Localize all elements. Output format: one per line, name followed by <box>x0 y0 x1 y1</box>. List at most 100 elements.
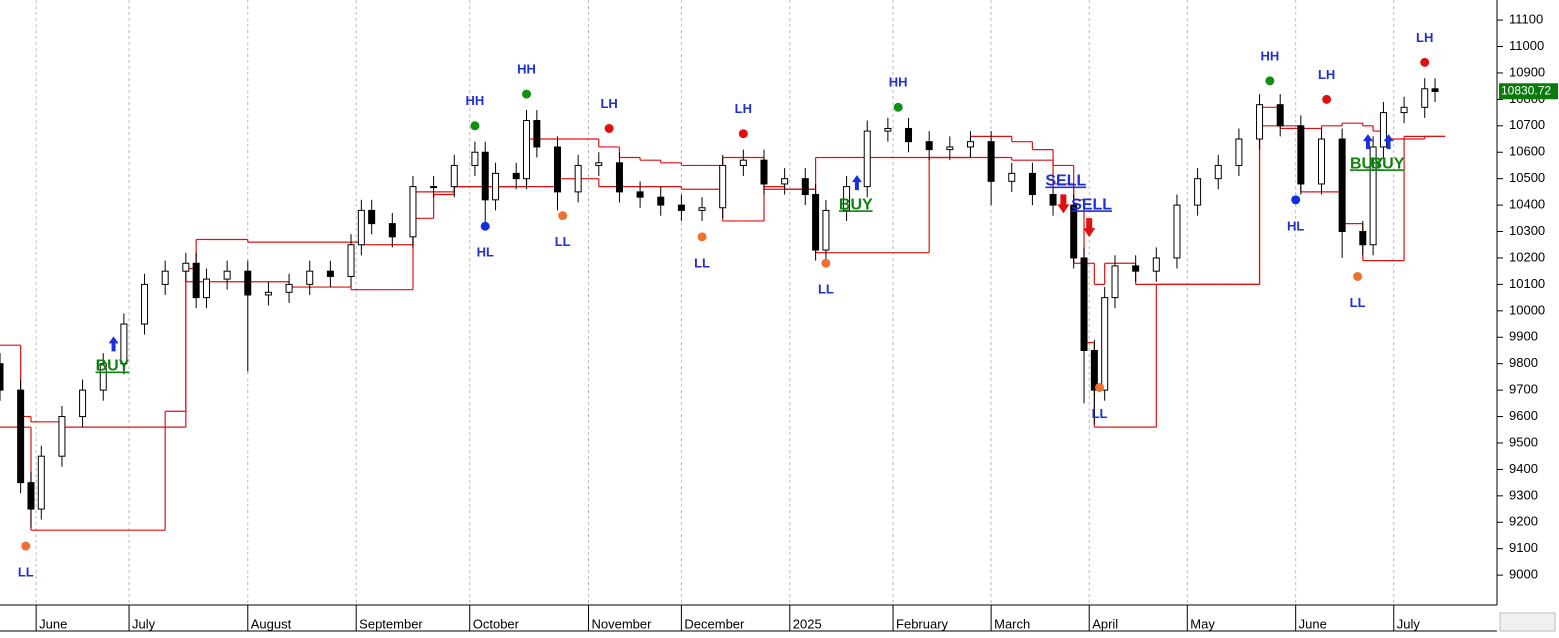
candle-body <box>946 146 954 151</box>
y-tick-label: 9900 <box>1509 329 1538 344</box>
candle-body <box>1152 257 1160 272</box>
signal-dot <box>1095 382 1105 392</box>
trade-label: SELL <box>1045 173 1086 190</box>
y-tick-label: 9500 <box>1509 434 1538 449</box>
x-tick-label: April <box>1092 616 1118 631</box>
signal-label: LL <box>18 564 34 579</box>
candle-body <box>481 151 489 201</box>
signal-dot <box>604 123 614 133</box>
y-tick-label: 9100 <box>1509 540 1538 555</box>
y-tick-label: 10500 <box>1509 170 1545 185</box>
candle-body <box>192 262 200 299</box>
candle-body <box>1421 88 1429 108</box>
candle-body <box>574 164 582 193</box>
candle-body <box>430 186 438 189</box>
candle-body <box>1431 88 1439 92</box>
signal-dot <box>1353 271 1363 281</box>
x-tick-label: December <box>684 616 745 631</box>
candle-body <box>347 244 355 277</box>
x-tick-label: October <box>473 616 520 631</box>
candle-body <box>636 191 644 198</box>
candle-body <box>285 283 293 293</box>
candle-body <box>1049 194 1057 206</box>
candle-body <box>1008 172 1016 182</box>
candle-body <box>760 159 768 185</box>
candle-body <box>58 416 66 457</box>
candle-body <box>471 151 479 166</box>
signal-label: HL <box>477 245 494 260</box>
signal-dot <box>1420 57 1430 67</box>
candle-body <box>1317 138 1325 185</box>
signal-dot <box>21 541 31 551</box>
signal-dot <box>821 258 831 268</box>
last-price-box <box>1499 83 1558 100</box>
y-tick-label: 10300 <box>1509 223 1545 238</box>
candle-body <box>843 186 851 211</box>
candle-body <box>223 270 231 280</box>
candle-body <box>595 162 603 166</box>
y-tick-label: 10700 <box>1509 117 1545 132</box>
signal-label: LL <box>1350 295 1366 310</box>
y-tick-label: 10100 <box>1509 276 1545 291</box>
candle-body <box>409 186 417 238</box>
y-tick-label: 9800 <box>1509 355 1538 370</box>
x-tick-label: May <box>1190 616 1215 631</box>
buy-arrow <box>1383 134 1394 150</box>
trade-label: BUY <box>839 196 873 213</box>
candle-body <box>698 207 706 211</box>
trade-label: BUY <box>96 358 130 375</box>
signal-dot <box>697 232 707 242</box>
y-tick-label: 11100 <box>1509 12 1543 27</box>
candle-body <box>966 141 974 148</box>
candle-body <box>1297 125 1305 185</box>
candle-body <box>492 172 500 201</box>
candle-body <box>1111 265 1119 299</box>
x-tick-label: July <box>1397 616 1421 631</box>
y-tick-label: 9200 <box>1509 514 1538 529</box>
candle-body <box>615 162 623 193</box>
sell-arrow <box>1083 218 1096 238</box>
candle-body <box>533 120 541 148</box>
candle-body <box>905 127 913 143</box>
y-tick-label: 9000 <box>1509 567 1538 582</box>
x-tick-label: June <box>1299 616 1327 631</box>
candle-body <box>244 270 252 296</box>
candle-body <box>182 262 190 272</box>
candle-body <box>306 270 314 285</box>
signal-label: HH <box>517 62 536 77</box>
candle-body <box>677 204 685 211</box>
signal-dot <box>470 121 480 131</box>
candle-body <box>925 141 933 151</box>
candle-body <box>1132 265 1140 272</box>
candle-body <box>326 270 334 277</box>
signal-label: LH <box>600 96 617 111</box>
candle-body <box>1359 231 1367 246</box>
buy-arrow <box>851 175 862 191</box>
candle-body <box>863 130 871 188</box>
x-tick-label: August <box>251 616 292 631</box>
buy-arrow <box>1362 134 1373 150</box>
trade-label: SELL <box>1071 196 1112 213</box>
candle-body <box>99 363 107 391</box>
buy-arrow <box>108 336 119 352</box>
candle-body <box>1256 104 1264 140</box>
candle-body <box>1080 257 1088 351</box>
y-tick-label: 10400 <box>1509 197 1545 212</box>
candle-body <box>512 172 520 180</box>
candle-body <box>739 159 747 166</box>
y-tick-label: 10900 <box>1509 64 1545 79</box>
candle-body <box>987 141 995 182</box>
candle-body <box>1235 138 1243 166</box>
y-tick-label: 9600 <box>1509 408 1538 423</box>
signal-dot <box>522 89 532 99</box>
signal-label: HH <box>466 93 485 108</box>
signal-dot <box>1265 76 1275 86</box>
candle-body <box>657 196 665 206</box>
candle-body <box>822 209 830 251</box>
candle-body <box>1101 297 1109 391</box>
signal-dot <box>1291 195 1301 205</box>
candle-body <box>141 283 149 325</box>
signal-label: HH <box>1260 48 1279 63</box>
